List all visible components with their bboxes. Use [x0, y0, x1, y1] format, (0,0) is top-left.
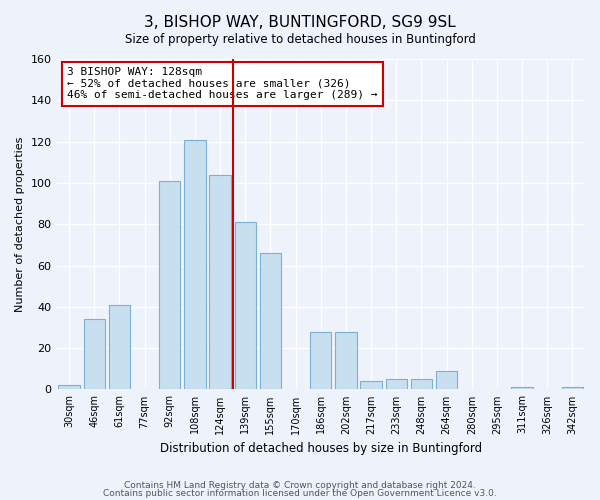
- Text: 3, BISHOP WAY, BUNTINGFORD, SG9 9SL: 3, BISHOP WAY, BUNTINGFORD, SG9 9SL: [144, 15, 456, 30]
- Bar: [335, 332, 356, 390]
- Bar: [159, 181, 181, 390]
- Bar: [386, 379, 407, 390]
- Text: Contains HM Land Registry data © Crown copyright and database right 2024.: Contains HM Land Registry data © Crown c…: [124, 480, 476, 490]
- Bar: [109, 305, 130, 390]
- X-axis label: Distribution of detached houses by size in Buntingford: Distribution of detached houses by size …: [160, 442, 482, 455]
- Bar: [436, 371, 457, 390]
- Bar: [562, 388, 583, 390]
- Bar: [411, 379, 432, 390]
- Bar: [310, 332, 331, 390]
- Y-axis label: Number of detached properties: Number of detached properties: [15, 136, 25, 312]
- Bar: [209, 174, 231, 390]
- Bar: [361, 381, 382, 390]
- Text: Contains public sector information licensed under the Open Government Licence v3: Contains public sector information licen…: [103, 489, 497, 498]
- Bar: [235, 222, 256, 390]
- Text: 3 BISHOP WAY: 128sqm
← 52% of detached houses are smaller (326)
46% of semi-deta: 3 BISHOP WAY: 128sqm ← 52% of detached h…: [67, 68, 377, 100]
- Text: Size of property relative to detached houses in Buntingford: Size of property relative to detached ho…: [125, 32, 475, 46]
- Bar: [260, 253, 281, 390]
- Bar: [184, 140, 206, 390]
- Bar: [58, 386, 80, 390]
- Bar: [511, 388, 533, 390]
- Bar: [83, 319, 105, 390]
